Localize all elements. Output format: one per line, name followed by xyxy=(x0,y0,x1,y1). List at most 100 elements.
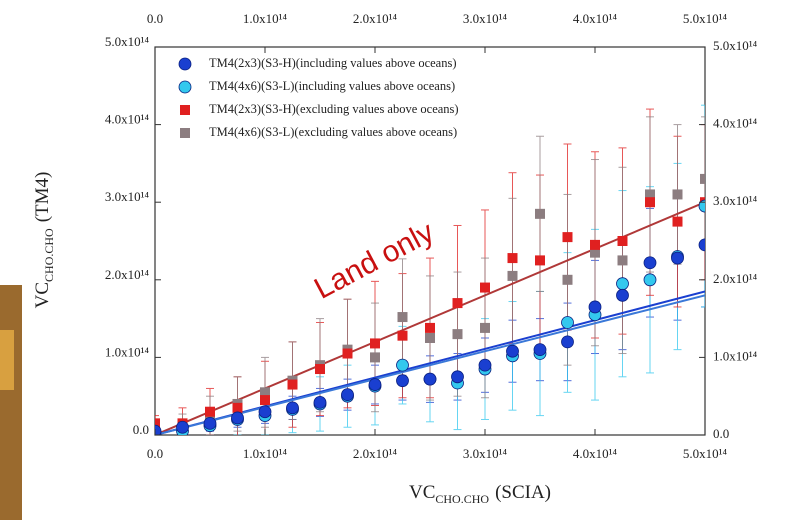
point xyxy=(645,189,655,200)
fit-line xyxy=(155,294,705,435)
annotation: Land only xyxy=(309,215,439,305)
x-tick-label-top: 3.0x10¹⁴ xyxy=(463,11,508,26)
point xyxy=(562,232,573,243)
point xyxy=(370,352,380,363)
point xyxy=(645,197,655,208)
y-tick-label-right: 1.0x10¹⁴ xyxy=(713,348,758,363)
x-tick-label-top: 2.0x10¹⁴ xyxy=(353,11,398,26)
point xyxy=(451,370,464,384)
point xyxy=(425,333,435,343)
y-tick-label: 3.0x10¹⁴ xyxy=(105,189,150,204)
point xyxy=(155,418,160,429)
error-bar xyxy=(701,104,705,308)
point xyxy=(452,329,463,340)
y-tick-label-right: 0.0 xyxy=(713,426,729,441)
point xyxy=(588,300,602,314)
x-tick-label: 3.0x10¹⁴ xyxy=(463,446,508,461)
point xyxy=(396,374,409,388)
point xyxy=(232,402,243,413)
point xyxy=(176,420,189,434)
point xyxy=(370,338,380,349)
legend-label: TM4(2x3)(S3-H)(including values above oc… xyxy=(209,56,457,70)
legend-label: TM4(4x6)(S3-L)(excluding values above oc… xyxy=(209,125,457,139)
point xyxy=(480,322,490,333)
y-axis-title: VCCHO.CHO(TM4) xyxy=(32,172,55,309)
x-tick-label-top: 5.0x10¹⁴ xyxy=(683,11,728,26)
fit-line xyxy=(155,201,705,435)
point xyxy=(425,322,435,333)
legend-marker xyxy=(178,80,192,94)
point xyxy=(643,273,657,287)
x-tick-label-top: 4.0x10¹⁴ xyxy=(573,11,618,26)
point xyxy=(672,216,683,227)
y-tick-label: 2.0x10¹⁴ xyxy=(105,267,150,282)
cropped-photo-strip xyxy=(0,285,22,520)
point xyxy=(315,364,325,375)
point xyxy=(698,238,705,252)
y-tick-label-right: 2.0x10¹⁴ xyxy=(713,271,758,286)
x-tick-label: 0.0 xyxy=(147,446,163,461)
point xyxy=(535,208,545,219)
point xyxy=(231,411,244,425)
point xyxy=(507,270,518,281)
point xyxy=(480,282,490,293)
point xyxy=(478,358,492,372)
point xyxy=(423,372,437,386)
x-tick-label-top: 0.0 xyxy=(147,11,163,26)
point xyxy=(341,388,354,402)
plot-area xyxy=(155,104,705,435)
point xyxy=(368,378,382,391)
point xyxy=(616,277,629,291)
point xyxy=(286,401,299,415)
point xyxy=(396,358,409,372)
point xyxy=(397,312,408,323)
x-tick-label-top: 1.0x10¹⁴ xyxy=(243,11,288,26)
point xyxy=(287,379,298,390)
point xyxy=(616,288,629,302)
x-tick-label: 1.0x10¹⁴ xyxy=(243,446,288,461)
cropped-photo-detail xyxy=(0,330,14,390)
y-tick-label-right: 5.0x10¹⁴ xyxy=(713,38,758,53)
point xyxy=(506,344,519,358)
point xyxy=(617,255,628,266)
y-tick-label-right: 3.0x10¹⁴ xyxy=(713,193,758,208)
y-tick-label: 5.0x10¹⁴ xyxy=(105,34,150,49)
point xyxy=(258,405,272,419)
legend-marker xyxy=(178,57,192,71)
point xyxy=(561,335,574,349)
y-tick-label-right: 4.0x10¹⁴ xyxy=(713,116,758,131)
point xyxy=(672,189,683,200)
point xyxy=(590,247,600,258)
point xyxy=(671,251,684,265)
point xyxy=(507,253,518,264)
x-tick-label: 5.0x10¹⁴ xyxy=(683,446,728,461)
legend-label: TM4(4x6)(S3-L)(including values above oc… xyxy=(209,79,455,93)
point xyxy=(203,416,217,430)
legend-marker xyxy=(180,105,190,115)
point xyxy=(535,255,545,266)
point xyxy=(155,424,162,435)
x-tick-label: 2.0x10¹⁴ xyxy=(353,446,398,461)
y-tick-label: 0.0 xyxy=(133,422,149,437)
legend-label: TM4(2x3)(S3-H)(excluding values above oc… xyxy=(209,102,459,116)
point xyxy=(313,396,327,409)
y-tick-label: 4.0x10¹⁴ xyxy=(105,112,150,127)
point xyxy=(700,173,705,184)
point xyxy=(397,330,408,341)
x-tick-label: 4.0x10¹⁴ xyxy=(573,446,618,461)
point xyxy=(590,239,600,250)
point xyxy=(562,274,573,285)
point xyxy=(342,348,353,359)
point xyxy=(617,236,628,246)
point xyxy=(205,406,215,417)
point xyxy=(452,298,463,309)
x-axis-title: VCCHO.CHO (SCIA) xyxy=(409,482,551,505)
point xyxy=(260,387,270,398)
legend-marker xyxy=(180,128,190,138)
point xyxy=(260,395,270,406)
point xyxy=(698,199,705,213)
y-tick-label: 1.0x10¹⁴ xyxy=(105,344,150,359)
point xyxy=(533,343,547,357)
point xyxy=(643,256,657,270)
